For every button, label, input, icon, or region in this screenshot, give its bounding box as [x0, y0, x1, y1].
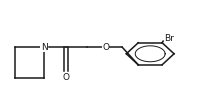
Text: O: O [62, 72, 70, 82]
Text: O: O [102, 43, 109, 52]
Text: N: N [41, 43, 48, 52]
Text: Br: Br [164, 34, 174, 43]
